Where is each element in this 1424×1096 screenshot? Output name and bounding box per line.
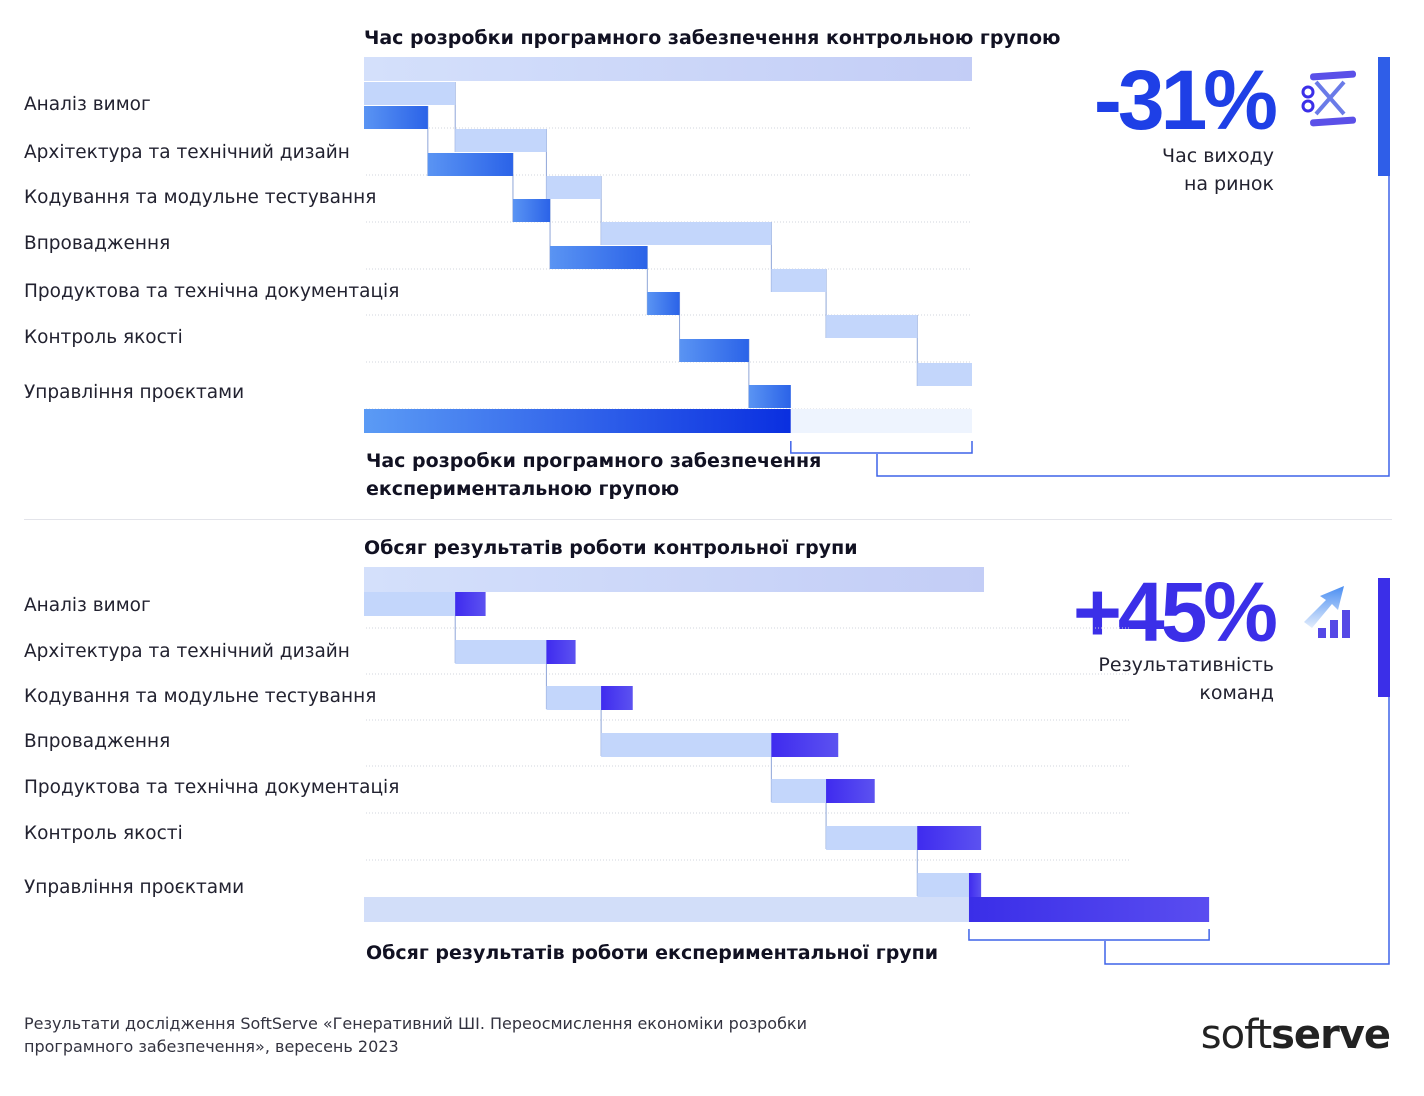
chart1-control-bar [455,129,547,152]
scissors-timer-icon [1301,70,1357,127]
chart1-control-bar [364,82,456,105]
team-productivity-label: Результативність команд [1098,651,1274,707]
chart2-control-bar [917,873,969,897]
chart1-total-saved-bar [790,409,972,433]
chart2-gain-bar [771,733,839,757]
chart2-task-label: Впровадження [24,731,171,752]
chart1-control-bar [826,315,918,338]
chart1-experimental-bar [550,246,648,269]
chart2-control-bar [826,826,918,850]
chart2-header-band [364,567,984,592]
chart2-gantt [364,567,1210,941]
chart1-experimental-bar [647,292,680,315]
chart2-task-label: Контроль якості [24,823,183,844]
chart2-gain-bar [917,826,982,850]
chart1-title: Час розробки програмного забезпечення ко… [364,27,1061,49]
icon-bar [1330,620,1338,638]
stat2-callout-line [1104,697,1390,965]
chart2-task-label: Архітектура та технічний дизайн [24,641,350,662]
callout-decor [876,57,1390,965]
chart2-total-experimental-bar [968,897,1210,922]
time-to-market-label-line1: Час виходу [1162,145,1274,167]
chart1-experimental-bar [427,153,513,176]
chart2-gain-bracket [968,929,1210,941]
icon-stroke [1310,116,1357,127]
chart1-total-experimental-bar [364,409,791,433]
chart2-task-label: Аналіз вимог [24,595,151,616]
time-to-market-label: Час виходу на ринок [1162,142,1274,198]
icon-bar [1342,610,1350,638]
chart2-control-bar [546,686,602,710]
chart2-control-bar [455,640,547,664]
chart1-task-label: Впровадження [24,233,171,254]
chart2-gain-bar [968,873,982,897]
icon-stroke [1310,70,1357,81]
chart2-gain-bar [455,592,486,616]
chart2-control-bar [601,733,772,757]
stat2-accent-bar [1378,578,1390,697]
icon-arrow [1304,586,1344,628]
chart1-control-bar [601,222,772,245]
section-divider [24,519,1392,520]
source-line-2: програмного забезпечення», вересень 2023 [24,1037,399,1056]
chart1-task-label: Продуктова та технічна документація [24,281,400,302]
logo-part-soft: soft [1200,1012,1272,1058]
source-line-1: Результати дослідження SoftServe «Генера… [24,1014,807,1033]
chart1-task-label: Архітектура та технічний дизайн [24,142,350,163]
icon-handle [1301,85,1315,99]
chart1-experimental-bar [748,385,791,408]
chart1-experimental-bar [512,199,551,222]
chart2-task-label: Кодування та модульне тестування [24,686,377,707]
time-to-market-value: -31% [1093,53,1278,147]
chart2-total-control-bar [364,897,969,922]
logo-part-serve: serve [1271,1012,1391,1058]
chart2-task-label: Управління проєктами [24,877,245,898]
chart1-header-band [364,57,972,81]
stat1-callout-line [876,176,1390,477]
chart1-saving-bracket [790,441,973,454]
chart2-title: Обсяг результатів роботи контрольної гру… [364,537,858,559]
team-productivity-label-line2: команд [1199,682,1274,704]
softserve-logo: softserve [1200,1012,1391,1058]
chart1-task-label: Аналіз вимог [24,94,151,115]
chart2-gain-bar [826,779,875,803]
growth-bars-icon [1304,586,1350,638]
icon-bar [1318,628,1326,638]
source-note: Результати дослідження SoftServe «Генера… [24,1012,844,1058]
chart2-control-bar [364,592,456,616]
chart1-task-label: Контроль якості [24,327,183,348]
chart2-total-caption: Обсяг результатів роботи експериментальн… [366,942,939,964]
chart1-control-bar [917,363,972,386]
chart1-experimental-bar [364,106,428,129]
chart2-control-bar [771,779,827,803]
team-productivity-value: +45% [1072,565,1278,659]
chart1-control-bar [546,176,602,199]
chart2-gain-bar [546,640,576,664]
chart1-total-caption: Час розробки програмного забезпечення ек… [366,450,822,500]
chart1-task-label: Управління проєктами [24,382,245,403]
time-to-market-label-line2: на ринок [1183,173,1274,195]
chart2-task-label: Продуктова та технічна документація [24,777,400,798]
chart1-experimental-bar [679,339,749,362]
chart2-gain-bar [601,686,633,710]
chart1-gantt [364,57,973,454]
chart1-task-label: Кодування та модульне тестування [24,187,377,208]
chart1-control-bar [771,269,827,292]
icon-handle [1301,99,1315,113]
icon-blade [1314,80,1346,116]
stat1-accent-bar [1378,57,1390,176]
team-productivity-label-line1: Результативність [1098,654,1274,676]
